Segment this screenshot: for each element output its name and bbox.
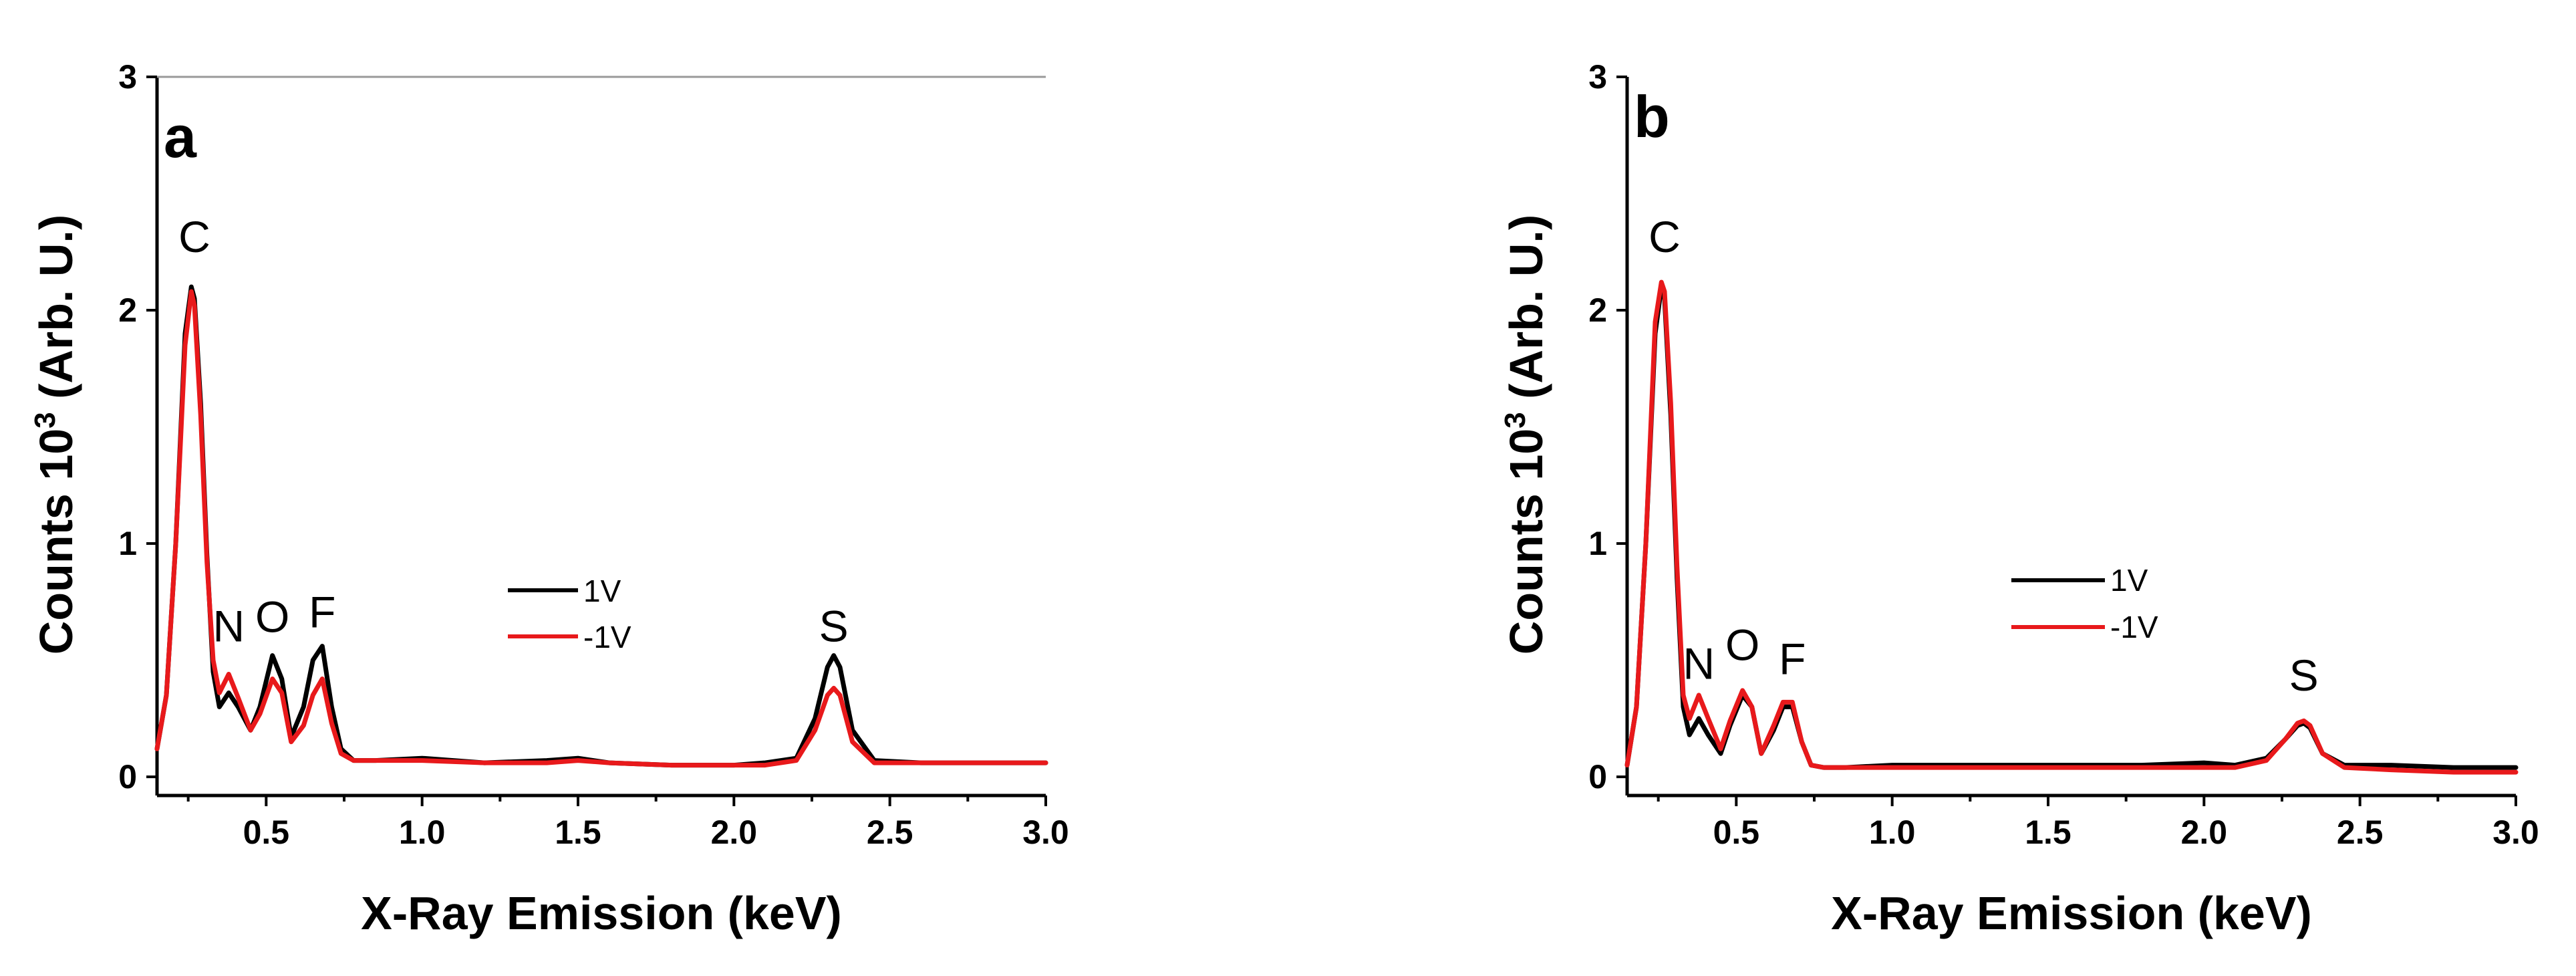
y-tick-label: 2 — [118, 291, 137, 329]
y-tick-label: 2 — [1588, 291, 1607, 329]
peak-label-n: N — [212, 602, 245, 651]
y-axis-title: Counts 103 (Arb. U.) — [29, 215, 82, 654]
x-tick-label: 0.5 — [243, 814, 290, 851]
x-tick-label: 3.0 — [1022, 814, 1069, 851]
panel-b: 0 1 2 3 0.5 1.0 1.5 2.0 2.5 3.0 C N O F S b 1V -1V X… — [1499, 58, 2539, 939]
peak-label-f: F — [309, 588, 335, 637]
peak-label-n: N — [1683, 638, 1715, 688]
y-tick-label: 3 — [118, 58, 137, 96]
x-tick-label: 2.0 — [711, 814, 758, 851]
legend: 1V -1V — [508, 574, 631, 654]
panel-letter: a — [164, 104, 197, 170]
series-line-1V — [1624, 284, 2519, 770]
x-tick-label: 1.5 — [2025, 814, 2071, 851]
legend-label-minus1V: -1V — [583, 620, 631, 654]
x-tick-label: 2.0 — [2181, 814, 2228, 851]
legend-label-1V: 1V — [2110, 563, 2148, 598]
x-axis-title: X-Ray Emission (keV) — [361, 887, 842, 939]
x-tick-label: 2.5 — [867, 814, 913, 851]
legend-label-1V: 1V — [583, 574, 621, 608]
y-tick-label: 1 — [1588, 525, 1607, 562]
peak-labels: C N O F S — [178, 212, 849, 651]
peak-labels: C N O F S — [1649, 212, 2319, 700]
y-tick-label: 1 — [118, 525, 137, 562]
series-line-minus1V — [1624, 279, 2519, 775]
y-ticks: 0 1 2 3 — [118, 58, 157, 796]
series-group — [1624, 279, 2519, 775]
panel-a: 0 1 2 3 0.5 1.0 1.5 2.0 2.5 3.0 C N O F S a 1V -1V X… — [29, 58, 1069, 939]
x-tick-label: 1.0 — [399, 814, 446, 851]
peak-label-o: O — [1725, 620, 1759, 670]
x-ticks: 0.5 1.0 1.5 2.0 2.5 3.0 — [1657, 796, 2539, 851]
x-tick-label: 2.5 — [2337, 814, 2384, 851]
peak-label-s: S — [819, 602, 849, 651]
peak-label-c: C — [1649, 212, 1681, 261]
x-tick-label: 0.5 — [1713, 814, 1760, 851]
panel-letter: b — [1634, 84, 1670, 150]
y-tick-label: 0 — [118, 758, 137, 796]
y-axis-title: Counts 103 (Arb. U.) — [1499, 215, 1552, 654]
x-ticks: 0.5 1.0 1.5 2.0 2.5 3.0 — [186, 796, 1069, 851]
x-tick-label: 3.0 — [2492, 814, 2539, 851]
series-line-1V — [154, 284, 1048, 768]
peak-label-f: F — [1779, 634, 1806, 684]
y-tick-label: 0 — [1588, 758, 1607, 796]
y-ticks: 0 1 2 3 — [1588, 58, 1627, 796]
series-line-minus1V — [154, 289, 1048, 768]
peak-label-c: C — [178, 212, 210, 261]
x-tick-label: 1.5 — [555, 814, 601, 851]
peak-label-o: O — [255, 592, 289, 642]
legend: 1V -1V — [2011, 563, 2158, 644]
series-group — [154, 284, 1048, 768]
x-tick-label: 1.0 — [1869, 814, 1916, 851]
x-axis-title: X-Ray Emission (keV) — [1831, 887, 2312, 939]
y-tick-label: 3 — [1588, 58, 1607, 96]
peak-label-s: S — [2289, 650, 2319, 700]
legend-label-minus1V: -1V — [2110, 610, 2158, 644]
